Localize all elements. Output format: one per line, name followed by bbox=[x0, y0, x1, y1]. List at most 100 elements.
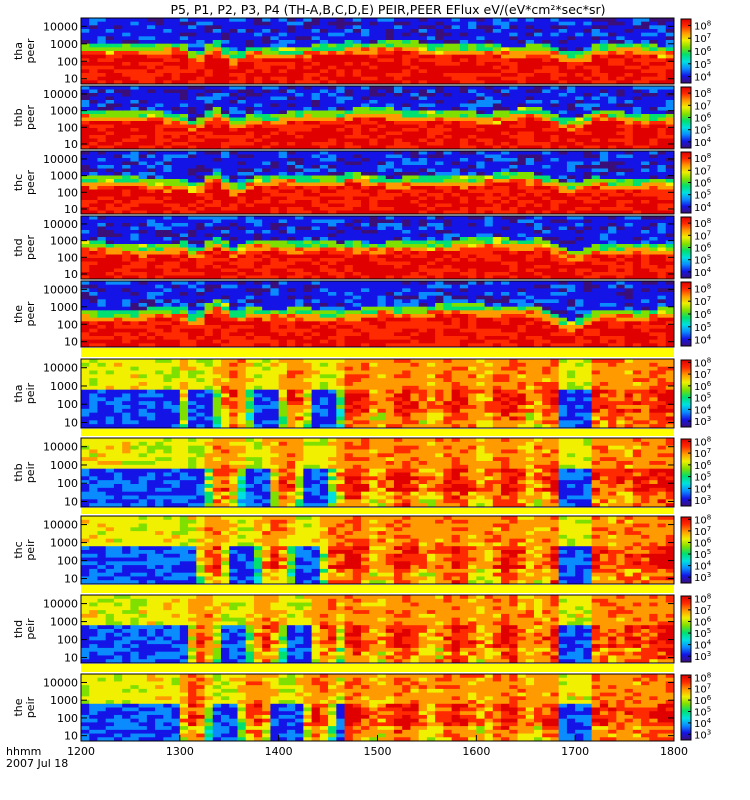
heatmap-cell bbox=[451, 230, 461, 234]
heatmap-cell bbox=[130, 128, 140, 132]
heatmap-cell bbox=[484, 145, 494, 150]
heatmap-cell bbox=[599, 165, 609, 169]
heatmap-cell bbox=[188, 265, 197, 269]
heatmap-cell bbox=[146, 117, 156, 122]
heatmap-cell bbox=[311, 43, 321, 48]
heatmap-cell bbox=[550, 186, 560, 190]
heatmap-cell bbox=[130, 117, 140, 122]
heatmap-cell bbox=[155, 182, 164, 187]
heatmap-cell bbox=[245, 172, 255, 176]
heatmap-cell bbox=[468, 182, 477, 187]
heatmap-cell bbox=[89, 230, 98, 234]
heatmap-cell bbox=[624, 179, 634, 183]
heatmap-cell bbox=[171, 54, 181, 59]
heatmap-cell bbox=[204, 196, 214, 201]
heatmap-cell bbox=[657, 93, 667, 97]
heatmap-cell bbox=[616, 172, 625, 176]
heatmap-cell bbox=[286, 179, 296, 183]
heatmap-cell bbox=[435, 40, 444, 45]
heatmap-cell bbox=[410, 165, 420, 169]
heatmap-cell bbox=[204, 233, 214, 238]
heatmap-cell bbox=[402, 51, 411, 56]
heatmap-cell bbox=[641, 36, 650, 41]
heatmap-cell bbox=[221, 268, 230, 273]
heatmap-cell bbox=[196, 237, 205, 241]
heatmap-cell bbox=[426, 40, 436, 45]
heatmap-cell bbox=[558, 131, 568, 136]
heatmap-cell bbox=[138, 182, 148, 187]
heatmap-cell bbox=[525, 182, 535, 187]
heatmap-cell bbox=[632, 145, 642, 150]
heatmap-cell bbox=[270, 200, 280, 204]
heatmap-cell bbox=[270, 261, 280, 266]
heatmap-cell bbox=[286, 128, 296, 132]
heatmap-cell bbox=[328, 21, 337, 26]
heatmap-cell bbox=[253, 135, 263, 139]
heatmap-cell bbox=[212, 272, 222, 276]
heatmap-cell bbox=[113, 216, 123, 220]
heatmap-cell bbox=[146, 93, 156, 97]
heatmap-cell bbox=[616, 131, 625, 136]
heatmap-cell bbox=[171, 200, 181, 204]
heatmap-cell bbox=[575, 182, 584, 187]
heatmap-cell bbox=[492, 189, 502, 194]
heatmap-cell bbox=[533, 107, 543, 111]
heatmap-cell bbox=[179, 18, 189, 23]
heatmap-cell bbox=[138, 128, 148, 132]
heatmap-cell bbox=[459, 114, 469, 118]
heatmap-cell bbox=[369, 275, 378, 280]
heatmap-cell bbox=[361, 179, 370, 183]
heatmap-cell bbox=[608, 69, 617, 74]
heatmap-cell bbox=[97, 117, 107, 122]
heatmap-cell bbox=[105, 254, 115, 259]
heatmap-cell bbox=[270, 145, 280, 150]
heatmap-cell bbox=[229, 154, 238, 159]
heatmap-cell bbox=[533, 69, 543, 74]
heatmap-cell bbox=[278, 86, 288, 90]
heatmap-cell bbox=[295, 223, 304, 227]
heatmap-cell bbox=[344, 244, 354, 248]
heatmap-cell bbox=[270, 32, 280, 37]
heatmap-cell bbox=[212, 36, 222, 41]
heatmap-cell bbox=[155, 107, 164, 111]
heatmap-cell bbox=[204, 62, 214, 67]
heatmap-cell bbox=[278, 182, 288, 187]
heatmap-cell bbox=[113, 58, 123, 63]
heatmap-cell bbox=[229, 265, 238, 269]
heatmap-cell bbox=[492, 131, 502, 136]
heatmap-cell bbox=[459, 203, 469, 208]
heatmap-cell bbox=[245, 142, 255, 146]
heatmap-cell bbox=[468, 223, 477, 227]
heatmap-cell bbox=[591, 154, 601, 159]
heatmap-cell bbox=[196, 244, 205, 248]
heatmap-cell bbox=[188, 54, 197, 59]
heatmap-cell bbox=[262, 165, 271, 169]
heatmap-cell bbox=[402, 110, 411, 115]
heatmap-cell bbox=[286, 100, 296, 104]
heatmap-cell bbox=[402, 58, 411, 63]
heatmap-cell bbox=[649, 114, 658, 118]
heatmap-cell bbox=[550, 62, 560, 67]
heatmap-cell bbox=[286, 131, 296, 136]
heatmap-cell bbox=[583, 151, 593, 155]
heatmap-cell bbox=[410, 124, 420, 129]
heatmap-cell bbox=[517, 154, 527, 159]
heatmap-cell bbox=[163, 186, 172, 190]
heatmap-cell bbox=[542, 54, 551, 59]
heatmap-cell bbox=[130, 65, 140, 70]
heatmap-cell bbox=[262, 244, 271, 248]
heatmap-cell bbox=[196, 110, 205, 115]
heatmap-cell bbox=[468, 233, 477, 238]
heatmap-cell bbox=[369, 237, 378, 241]
heatmap-cell bbox=[89, 107, 98, 111]
heatmap-cell bbox=[533, 165, 543, 169]
heatmap-cell bbox=[163, 158, 172, 162]
heatmap-cell bbox=[410, 200, 420, 204]
heatmap-cell bbox=[105, 251, 115, 255]
heatmap-cell bbox=[262, 154, 271, 159]
heatmap-cell bbox=[393, 158, 403, 162]
heatmap-cell bbox=[459, 25, 469, 30]
heatmap-cell bbox=[426, 51, 436, 56]
heatmap-cell bbox=[484, 96, 494, 101]
heatmap-cell bbox=[393, 186, 403, 190]
